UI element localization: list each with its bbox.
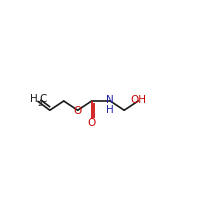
Text: 2: 2 xyxy=(38,101,42,107)
Text: O: O xyxy=(88,118,96,128)
Text: N: N xyxy=(106,95,114,105)
Text: OH: OH xyxy=(130,95,146,105)
Text: C: C xyxy=(39,94,47,104)
Text: H: H xyxy=(106,105,114,115)
Text: O: O xyxy=(74,106,82,116)
Text: H: H xyxy=(30,94,37,104)
